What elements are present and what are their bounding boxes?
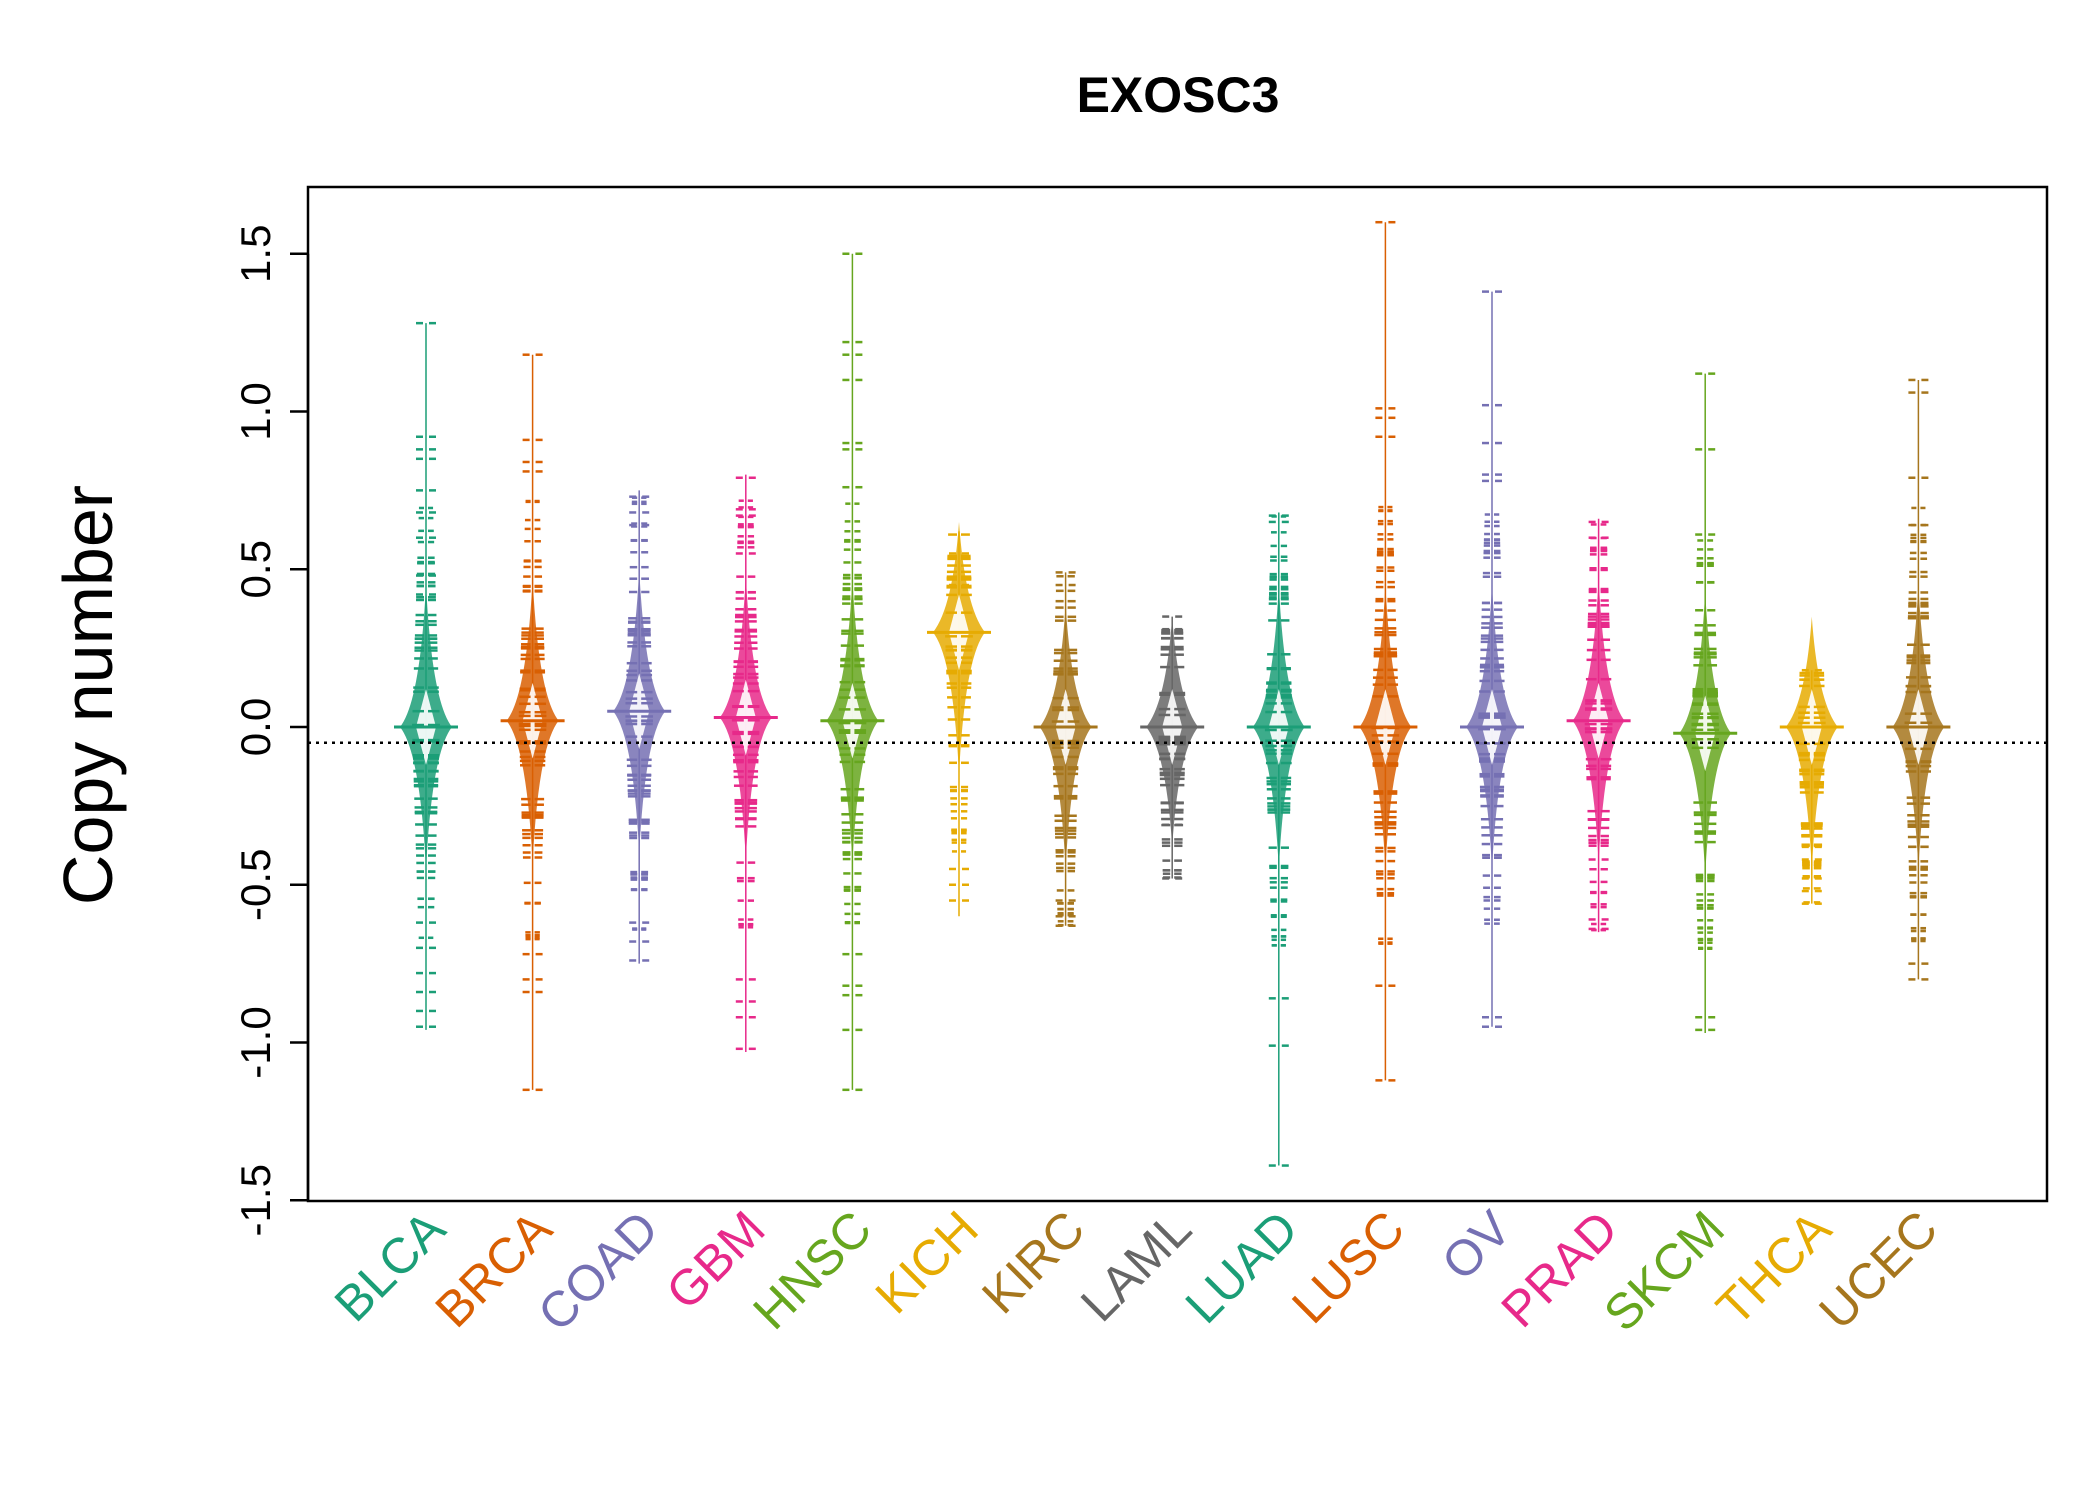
y-tick-label: -1.5 <box>232 1164 279 1236</box>
chart-title: EXOSC3 <box>1077 67 1280 123</box>
x-label-coad: COAD <box>527 1200 669 1342</box>
x-label-kich: KICH <box>865 1200 989 1324</box>
x-label-luad: LUAD <box>1175 1200 1309 1334</box>
y-tick-label: -1.0 <box>232 1006 279 1078</box>
beans <box>394 220 1951 1167</box>
bean-brca <box>500 353 565 1092</box>
bean-prad <box>1566 518 1631 933</box>
bean-coad <box>607 490 672 964</box>
bean-hnsc <box>820 252 885 1092</box>
y-axis: -1.5 -1.0 -0.5 0.0 0.5 1.0 1.5 <box>232 225 310 1236</box>
bean-luad <box>1246 512 1311 1167</box>
y-tick-label: -0.5 <box>232 849 279 921</box>
y-axis-label: Copy number <box>49 485 127 905</box>
x-label-hnsc: HNSC <box>742 1200 882 1340</box>
bean-kirc <box>1033 571 1098 928</box>
bean-skcm <box>1673 372 1738 1034</box>
y-tick-label: 1.0 <box>232 382 279 440</box>
x-label-kirc: KIRC <box>971 1200 1095 1324</box>
x-label-thca: THCA <box>1706 1200 1842 1336</box>
x-label-laml: LAML <box>1070 1200 1202 1332</box>
x-label-ucec: UCEC <box>1808 1200 1948 1340</box>
x-label-lusc: LUSC <box>1281 1200 1415 1334</box>
bean-ucec <box>1886 378 1951 981</box>
bean-ov <box>1460 290 1524 1028</box>
bean-gbm <box>713 474 778 1052</box>
bean-blca <box>394 321 458 1030</box>
x-label-skcm: SKCM <box>1593 1200 1735 1342</box>
bean-kich <box>927 521 991 917</box>
bean-laml <box>1140 615 1205 880</box>
x-label-blca: BLCA <box>324 1200 456 1332</box>
bean-thca <box>1779 616 1844 905</box>
bean-lusc <box>1353 220 1418 1082</box>
x-label-ov: OV <box>1431 1200 1522 1291</box>
y-tick-label: 0.5 <box>232 540 279 598</box>
y-tick-label: 0.0 <box>232 698 279 756</box>
y-tick-label: 1.5 <box>232 225 279 283</box>
